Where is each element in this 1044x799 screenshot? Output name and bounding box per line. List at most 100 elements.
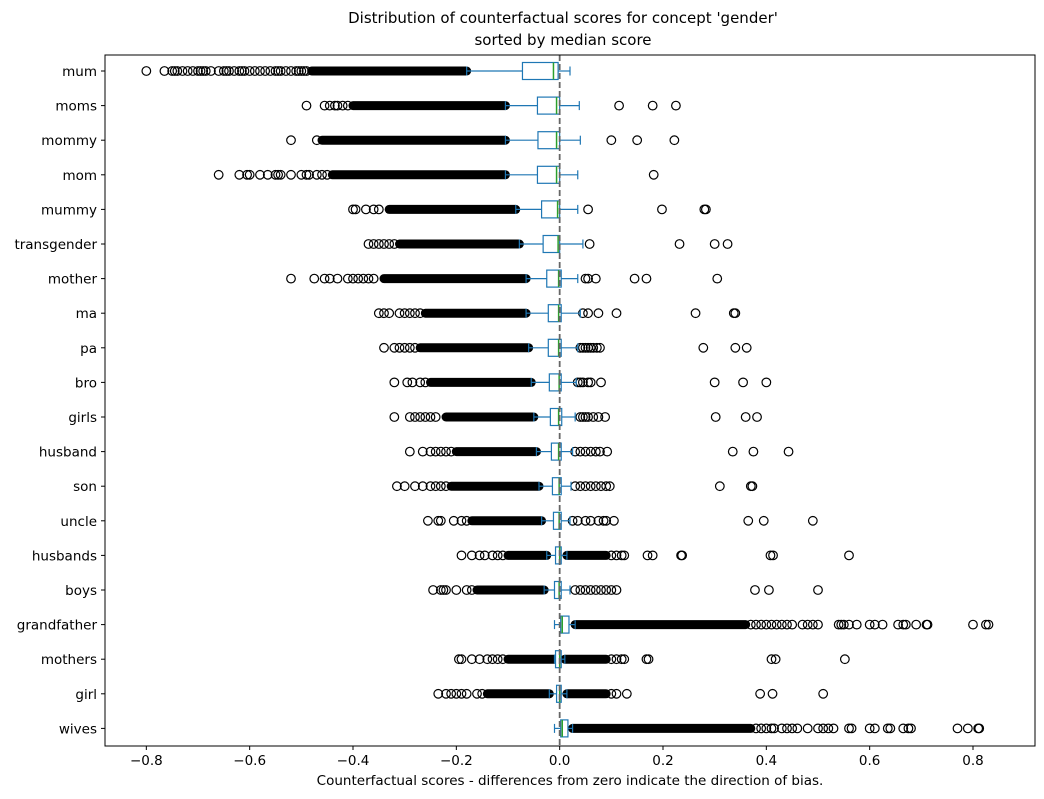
series-girl bbox=[433, 684, 829, 703]
x-tick-label: 0.0 bbox=[549, 753, 570, 769]
flier-point bbox=[593, 515, 604, 526]
flier-point bbox=[141, 66, 152, 76]
flier-point bbox=[864, 619, 875, 630]
flier-point bbox=[606, 654, 617, 665]
chart-title: Distribution of counterfactual scores fo… bbox=[348, 9, 778, 27]
flier-point bbox=[177, 66, 188, 76]
series-grandfather bbox=[553, 615, 994, 634]
flier-point bbox=[456, 515, 467, 526]
flier-point bbox=[244, 66, 255, 76]
dense-fliers-low-transgender bbox=[395, 239, 524, 249]
x-axis-label: Counterfactual scores - differences from… bbox=[317, 773, 824, 789]
flier-point bbox=[402, 377, 413, 388]
flier-point bbox=[425, 481, 436, 492]
dense-fliers-high-grandfather bbox=[570, 620, 751, 630]
flier-point bbox=[974, 723, 985, 734]
flier-point bbox=[575, 412, 586, 422]
flier-point bbox=[641, 273, 652, 284]
series-son bbox=[392, 477, 758, 496]
flier-point bbox=[766, 619, 777, 630]
flier-point bbox=[596, 377, 606, 388]
flier-point bbox=[229, 66, 240, 76]
flier-point bbox=[761, 723, 772, 734]
flier-point bbox=[438, 585, 449, 595]
flier-point bbox=[404, 412, 415, 422]
x-tick-label: 0.6 bbox=[859, 753, 880, 769]
flier-point bbox=[363, 273, 374, 284]
flier-point bbox=[275, 169, 286, 180]
box-wives bbox=[560, 719, 569, 738]
x-tick-label: 0.8 bbox=[962, 753, 983, 769]
flier-point bbox=[249, 66, 260, 76]
y-tick-label-mother: mother bbox=[48, 272, 98, 288]
flier-point bbox=[435, 446, 446, 457]
dense-fliers-low-mothers bbox=[503, 654, 559, 664]
flier-point bbox=[389, 377, 400, 388]
flier-point bbox=[213, 66, 224, 76]
flier-point bbox=[332, 100, 343, 111]
flier-point bbox=[454, 654, 464, 665]
flier-point bbox=[730, 342, 741, 353]
flier-point bbox=[580, 515, 591, 526]
flier-point bbox=[273, 169, 283, 180]
flier-point bbox=[962, 723, 973, 734]
dense-fliers-low-uncle bbox=[467, 516, 547, 526]
flier-point bbox=[466, 550, 477, 561]
flier-point bbox=[466, 654, 477, 665]
flier-point bbox=[877, 619, 888, 630]
y-tick-label-mummy: mummy bbox=[41, 202, 97, 218]
flier-point bbox=[394, 308, 405, 319]
flier-point bbox=[807, 619, 818, 630]
flier-point bbox=[255, 66, 265, 76]
box-mothers bbox=[554, 650, 562, 669]
x-axis: −0.8 −0.6 −0.4 −0.2 0.0 0.2 0.4 0.6 0.8 bbox=[130, 746, 984, 769]
box-transgender bbox=[542, 234, 561, 254]
flier-point bbox=[399, 308, 410, 319]
flier-point bbox=[487, 654, 498, 665]
flier-point bbox=[922, 619, 933, 630]
flier-point bbox=[213, 169, 224, 180]
flier-point bbox=[846, 723, 857, 734]
flier-point bbox=[492, 550, 503, 561]
flier-point bbox=[456, 654, 467, 665]
flier-point bbox=[580, 412, 591, 422]
flier-point bbox=[740, 412, 751, 422]
flier-point bbox=[206, 66, 216, 76]
flier-point bbox=[487, 550, 498, 561]
flier-point bbox=[593, 308, 604, 319]
flier-point bbox=[430, 412, 441, 422]
dense-fliers-low-bro bbox=[426, 377, 536, 387]
flier-point bbox=[580, 342, 591, 353]
flier-point bbox=[585, 515, 596, 526]
flier-point bbox=[415, 377, 426, 388]
flier-point bbox=[299, 66, 309, 76]
flier-point bbox=[583, 377, 593, 388]
flier-point bbox=[738, 377, 748, 388]
flier-point bbox=[750, 585, 760, 595]
series-mum bbox=[141, 61, 571, 81]
flier-point bbox=[787, 619, 798, 630]
flier-point bbox=[621, 688, 632, 699]
flier-point bbox=[423, 515, 433, 526]
flier-point bbox=[461, 515, 472, 526]
flier-point bbox=[441, 585, 451, 595]
flier-point bbox=[776, 619, 787, 630]
flier-point bbox=[766, 654, 777, 665]
flier-point bbox=[869, 723, 880, 734]
flier-point bbox=[585, 481, 596, 492]
flier-point bbox=[898, 619, 909, 630]
series-bro bbox=[389, 373, 772, 392]
series-girls bbox=[389, 407, 762, 427]
dense-fliers-low-mummy bbox=[384, 204, 521, 214]
y-tick-label-pa: pa bbox=[80, 341, 97, 357]
flier-point bbox=[363, 239, 374, 249]
flier-point bbox=[698, 342, 709, 353]
flier-point bbox=[446, 446, 457, 457]
flier-point bbox=[415, 412, 426, 422]
dense-fliers-low-moms bbox=[348, 101, 510, 111]
flier-point bbox=[479, 550, 490, 561]
flier-point bbox=[844, 723, 854, 734]
flier-point bbox=[420, 377, 431, 388]
flier-point bbox=[643, 654, 654, 665]
flier-point bbox=[410, 481, 420, 492]
